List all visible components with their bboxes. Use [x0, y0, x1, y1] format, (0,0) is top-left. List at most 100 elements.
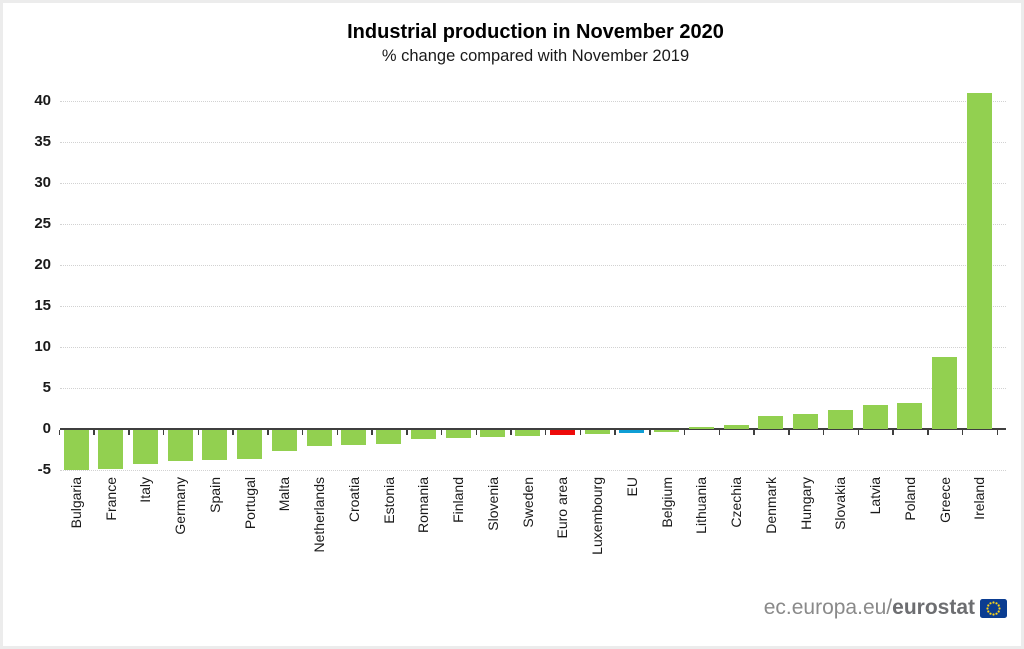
- y-tick-label: 0: [42, 420, 51, 437]
- x-label-czechia: Czechia: [728, 477, 745, 528]
- y-tick-label: 25: [34, 215, 51, 232]
- bar-france: [98, 430, 124, 470]
- x-label-romania: Romania: [415, 477, 432, 534]
- x-axis-tick: [267, 430, 269, 435]
- bar-italy: [132, 430, 158, 465]
- footer-url-prefix: ec.europa.eu/: [763, 596, 893, 619]
- x-axis-tick: [822, 430, 825, 435]
- gridline-15: [60, 306, 1006, 307]
- x-axis-tick: [579, 430, 582, 435]
- x-axis-tick: [649, 430, 651, 435]
- bar-croatia: [341, 430, 367, 445]
- bar-netherlands: [306, 430, 332, 446]
- x-label-luxembourg: Luxembourg: [589, 477, 606, 555]
- x-label-france: France: [102, 477, 119, 521]
- gridline-25: [60, 224, 1006, 225]
- x-axis-tick: [475, 430, 477, 435]
- y-tick-label: 30: [34, 174, 51, 191]
- bar-euro-area: [549, 430, 575, 435]
- x-axis-tick: [371, 430, 373, 435]
- x-label-bulgaria: Bulgaria: [68, 477, 84, 529]
- x-label-italy: Italy: [137, 477, 154, 503]
- bar-finland: [445, 430, 471, 439]
- y-tick-label: 40: [34, 92, 51, 109]
- gridline-20: [60, 265, 1006, 266]
- bar-bulgaria: [63, 430, 89, 471]
- x-label-slovakia: Slovakia: [832, 477, 849, 530]
- chart-subtitle: % change compared with November 2019: [381, 47, 690, 65]
- bar-spain: [202, 430, 228, 461]
- x-axis-tick: [961, 430, 964, 435]
- x-label-hungary: Hungary: [797, 477, 814, 530]
- bar-hungary: [793, 414, 819, 429]
- gridline-10: [60, 347, 1006, 348]
- x-axis-tick: [440, 430, 443, 435]
- x-axis-tick: [683, 430, 686, 435]
- x-axis-tick: [857, 430, 860, 435]
- bar-germany: [167, 430, 193, 462]
- x-label-latvia: Latvia: [867, 477, 884, 515]
- bar-malta: [271, 430, 297, 452]
- x-label-germany: Germany: [172, 477, 189, 535]
- eu-flag-stars: [986, 600, 1001, 616]
- bar-luxembourg: [584, 430, 610, 435]
- x-axis-tick: [892, 430, 894, 435]
- x-axis-tick: [544, 430, 547, 435]
- x-axis-tick: [406, 430, 408, 435]
- x-axis-tick: [614, 430, 616, 435]
- footer-url-bold: eurostat: [892, 596, 975, 619]
- x-label-estonia: Estonia: [380, 477, 397, 524]
- x-label-spain: Spain: [206, 477, 223, 513]
- x-label-sweden: Sweden: [519, 477, 536, 528]
- x-label-greece: Greece: [936, 477, 953, 523]
- x-axis-tick: [510, 430, 512, 435]
- x-label-poland: Poland: [901, 477, 918, 521]
- bar-poland: [897, 402, 923, 429]
- gridline--5: [60, 470, 1006, 471]
- bar-latvia: [862, 405, 888, 429]
- x-label-slovenia: Slovenia: [484, 477, 501, 531]
- x-axis-tick: [58, 430, 61, 435]
- bar-ireland: [966, 92, 992, 429]
- bar-eu: [619, 430, 645, 434]
- x-axis-tick: [162, 430, 165, 435]
- x-axis-tick: [718, 430, 721, 435]
- x-label-ireland: Ireland: [971, 477, 988, 520]
- x-axis-line: [60, 428, 1006, 430]
- x-label-eu: EU: [623, 477, 640, 497]
- y-tick-label: 5: [42, 379, 51, 396]
- gridline-5: [60, 388, 1006, 389]
- x-axis-tick: [996, 430, 999, 435]
- x-axis-tick: [93, 430, 95, 435]
- bar-denmark: [758, 415, 784, 429]
- x-axis-tick: [927, 430, 929, 435]
- x-label-finland: Finland: [450, 477, 467, 523]
- x-label-denmark: Denmark: [762, 477, 779, 534]
- eurostat-footer: ec.europa.eu/eurostat: [764, 596, 1007, 620]
- x-label-netherlands: Netherlands: [311, 477, 328, 553]
- eu-flag-icon: [980, 598, 1007, 618]
- bar-chart-plot-area: 40 35 30 25 20 15 10 5 0 -5 Bulgaria France Italy Ger…: [3, 3, 1021, 646]
- gridline-40: [60, 101, 1006, 102]
- x-label-malta: Malta: [276, 477, 293, 512]
- y-tick-label: -5: [37, 461, 51, 478]
- bar-slovenia: [480, 430, 506, 437]
- bar-romania: [410, 430, 436, 440]
- x-axis-tick: [301, 430, 304, 435]
- x-axis-tick: [753, 430, 755, 435]
- x-label-portugal: Portugal: [241, 477, 258, 530]
- x-label-euro-area: Euro area: [554, 477, 571, 539]
- x-label-lithuania: Lithuania: [693, 477, 710, 534]
- x-axis-tick: [197, 430, 200, 435]
- gridline-30: [60, 183, 1006, 184]
- bar-lithuania: [688, 427, 714, 429]
- x-axis-tick: [232, 430, 234, 435]
- y-tick-label: 35: [34, 133, 51, 150]
- x-axis-tick: [336, 430, 339, 435]
- x-axis-tick: [128, 430, 130, 435]
- x-axis-tick: [788, 430, 790, 435]
- bar-greece: [932, 356, 957, 429]
- bar-portugal: [237, 430, 263, 459]
- chart-title: Industrial production in November 2020: [347, 21, 724, 43]
